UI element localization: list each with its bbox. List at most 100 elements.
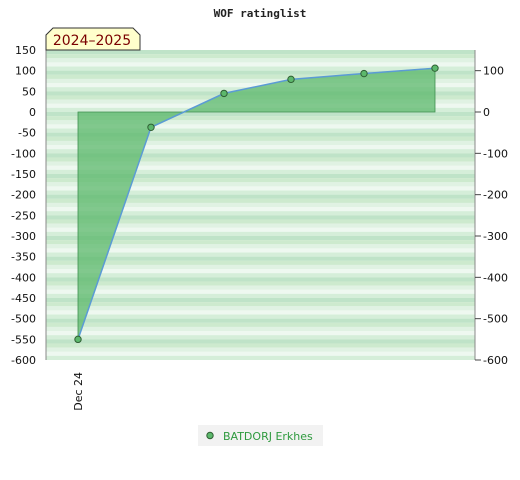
grid-band [46,120,475,125]
legend: BATDORJ Erkhes [198,425,323,446]
grid-band [46,174,475,179]
season-badge: 2024–2025 [45,27,141,51]
grid-band [46,293,475,298]
grid-band [46,145,475,150]
grid-band [46,314,475,319]
grid-band [46,302,475,307]
grid-band [46,244,475,249]
right-y-tick-label: -100 [483,147,508,160]
grid-band [46,343,475,348]
right-y-tick-label: 100 [483,65,504,78]
left-y-tick-label: -50 [18,127,36,140]
x-axis: Dec 24 [72,372,85,411]
grid-band [46,322,475,327]
season-badge-label: 2024–2025 [53,33,131,49]
grid-band [46,112,475,117]
grid-band [46,58,475,63]
legend-marker [206,431,214,440]
grid-band [46,116,475,121]
grid-band [46,351,475,356]
right-y-tick-label: -200 [483,189,508,202]
data-point [220,89,228,98]
left-y-tick-label: -350 [11,251,36,264]
grid-band [46,128,475,133]
grid-band [46,62,475,67]
grid-band [46,157,475,162]
grid-band [46,318,475,323]
left-y-tick-label: -100 [11,147,36,160]
grid-band [46,273,475,278]
grid-band [46,153,475,158]
grid-band [46,281,475,286]
grid-band [46,306,475,311]
left-y-tick-label: -500 [11,313,36,326]
data-point [147,123,155,131]
right-y-tick-label: 0 [483,106,490,119]
grid-band [46,136,475,141]
right-y-tick-label: -400 [483,271,508,284]
grid-band [46,310,475,315]
grid-band [46,298,475,303]
grid-band [46,140,475,146]
grid-band [46,347,475,352]
grid-band [46,54,475,59]
grid-band [46,50,475,55]
right-y-tick-label: -500 [483,313,508,326]
data-points [74,64,439,344]
left-y-tick-label: -450 [11,292,36,305]
grid-band [46,169,475,174]
grid-band [46,285,475,290]
grid-band [46,252,475,257]
grid-band [46,219,475,224]
grid-band [46,78,475,84]
data-point [74,335,82,344]
grid-band [46,66,475,71]
data-point [431,64,439,72]
left-y-tick-label: 150 [15,44,36,57]
left-y-tick-label: -400 [11,271,36,284]
left-y-tick-label: -600 [11,354,36,367]
grid-band [46,264,475,270]
grid-band [46,240,475,245]
grid-band [46,227,475,232]
left-y-tick-label: -550 [11,333,36,346]
grid-band [46,149,475,154]
grid-band [46,207,475,212]
data-point [287,75,295,84]
series-line [77,67,436,340]
left-y-axis: 150 100 50 0 -50 -100 -150 -200 -250 -300 -350 -400… [11,44,47,367]
left-y-tick-label: -300 [11,230,36,243]
left-y-tick-label: 100 [15,65,36,78]
grid-band [46,277,475,282]
grid-band [46,202,475,208]
data-point [360,69,368,78]
grid-band [46,248,475,253]
grid-band [46,256,475,261]
right-y-tick-label: -300 [483,230,508,243]
grid-band [46,186,475,191]
left-y-tick-label: -150 [11,168,36,181]
legend-entry-label: BATDORJ Erkhes [223,430,313,443]
left-y-tick-label: -250 [11,209,36,222]
grid-band [46,215,475,220]
grid-band [46,236,475,241]
grid-band [46,223,475,228]
left-y-tick-label: -200 [11,189,36,202]
chart-title: WOF ratinglist [214,7,307,20]
grid-band [46,70,475,75]
grid-band [46,331,475,336]
grid-band [46,289,475,294]
grid-band [46,339,475,344]
grid-band [46,355,475,360]
grid-band [46,178,475,183]
left-y-tick-label: 0 [29,106,36,119]
grid-band [46,335,475,340]
grid-band [46,165,475,170]
grid-band [46,269,475,274]
grid-band [46,161,475,166]
right-y-axis: 100 0 -100 -200 -300 -400 -500 -600 [474,50,508,367]
grid-band [46,231,475,236]
grid-band [46,74,475,79]
grid-band [46,194,475,199]
grid-band [46,132,475,137]
